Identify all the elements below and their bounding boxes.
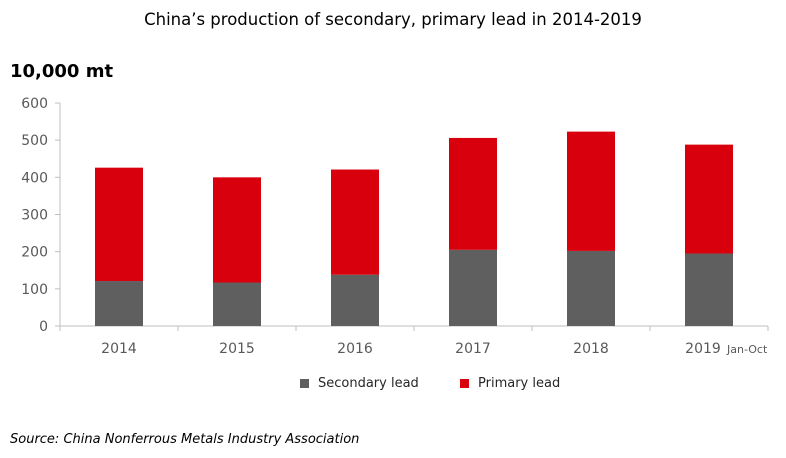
bar-primary-lead bbox=[95, 167, 143, 282]
x-tick-note: Jan-Oct bbox=[726, 343, 768, 356]
y-axis-unit-label: 10,000 mt bbox=[10, 61, 114, 82]
y-tick-label: 600 bbox=[21, 96, 48, 112]
legend-item-primary: Primary lead bbox=[460, 376, 560, 391]
y-tick-label: 500 bbox=[21, 133, 48, 149]
x-tick-label: 2016 bbox=[337, 341, 373, 357]
bar-secondary-lead bbox=[449, 249, 497, 326]
x-tick-label: 2014 bbox=[101, 341, 137, 357]
x-tick-label: 2015 bbox=[219, 341, 255, 357]
x-tick-label: 2019 bbox=[685, 341, 721, 357]
bar-secondary-lead bbox=[213, 282, 261, 326]
y-tick-label: 200 bbox=[21, 245, 48, 261]
bar-primary-lead bbox=[331, 169, 379, 275]
bar-primary-lead bbox=[449, 137, 497, 250]
x-tick-label: 2017 bbox=[455, 341, 491, 357]
legend-swatch-primary bbox=[460, 379, 469, 388]
bar-secondary-lead bbox=[685, 253, 733, 326]
bar-secondary-lead bbox=[95, 281, 143, 326]
source-note: Source: China Nonferrous Metals Industry… bbox=[10, 432, 360, 447]
legend-item-secondary: Secondary lead bbox=[300, 376, 419, 391]
y-tick-label: 300 bbox=[21, 208, 48, 224]
y-tick-label: 100 bbox=[21, 282, 48, 298]
x-tick-label: 2018 bbox=[573, 341, 609, 357]
bar-primary-lead bbox=[685, 144, 733, 254]
bar-secondary-lead bbox=[331, 274, 379, 326]
legend-swatch-secondary bbox=[300, 379, 309, 388]
legend-label-secondary: Secondary lead bbox=[318, 376, 419, 391]
bar-primary-lead bbox=[567, 131, 615, 251]
y-tick-label: 0 bbox=[39, 319, 48, 335]
chart-title: China’s production of secondary, primary… bbox=[144, 10, 642, 29]
legend-label-primary: Primary lead bbox=[478, 376, 561, 391]
y-tick-label: 400 bbox=[21, 170, 48, 186]
bar-secondary-lead bbox=[567, 250, 615, 326]
bar-primary-lead bbox=[213, 177, 261, 283]
legend: Secondary lead Primary lead bbox=[0, 376, 786, 396]
